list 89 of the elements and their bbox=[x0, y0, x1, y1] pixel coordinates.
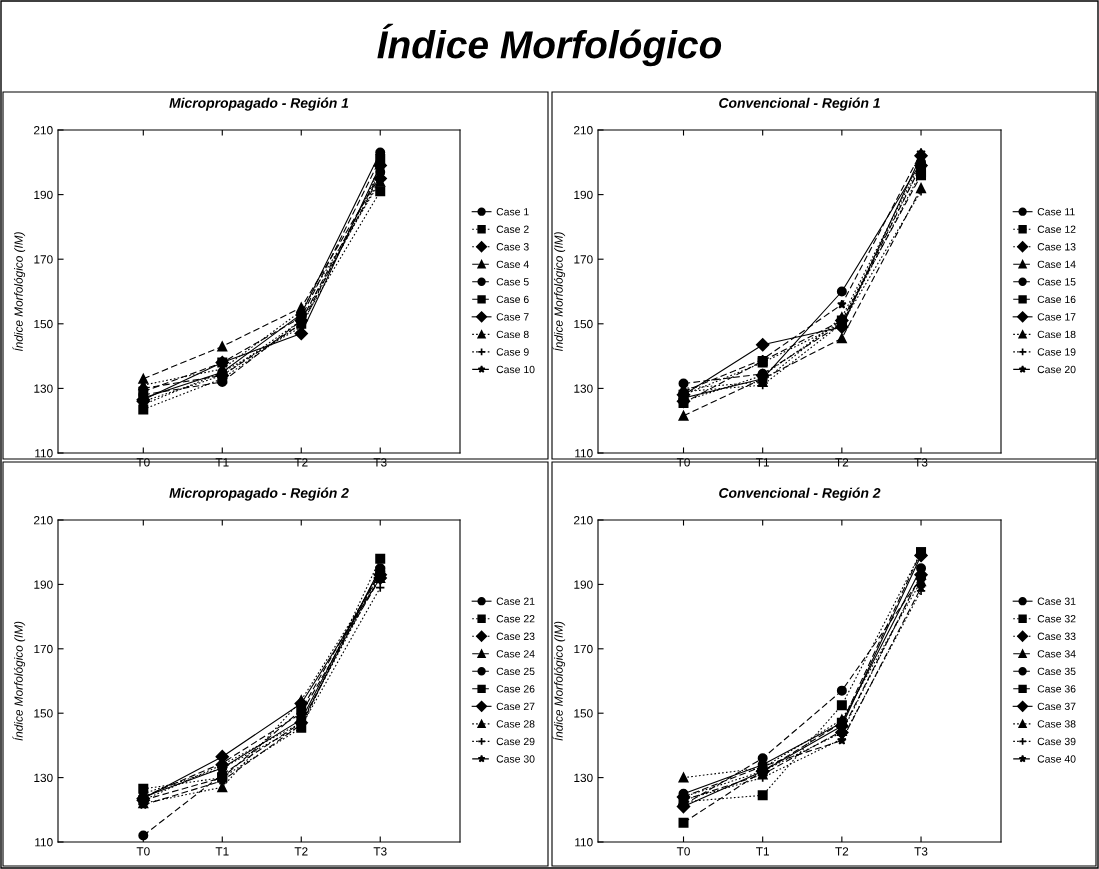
y-axis-title: Índice Morfológico (IM) bbox=[552, 621, 566, 741]
legend-label: Case 20 bbox=[1037, 365, 1076, 374]
x-tick-label: T3 bbox=[914, 847, 928, 856]
x-tick-label: T3 bbox=[373, 847, 387, 856]
x-tick-label: T0 bbox=[676, 847, 690, 856]
legend-label: Case 7 bbox=[496, 313, 529, 321]
legend-label: Case 29 bbox=[496, 737, 535, 746]
legend-label: Case 30 bbox=[496, 755, 535, 763]
legend-label: Case 26 bbox=[496, 685, 535, 693]
y-tick-label: 190 bbox=[34, 190, 53, 199]
legend-label: Case 5 bbox=[496, 278, 529, 286]
y-tick-label: 130 bbox=[574, 773, 593, 782]
legend-label: Case 23 bbox=[496, 632, 535, 640]
legend-label: Case 31 bbox=[1037, 597, 1076, 605]
legend-label: Case 27 bbox=[496, 702, 535, 711]
y-tick-label: 170 bbox=[574, 255, 593, 264]
legend-label: Case 37 bbox=[1037, 702, 1076, 711]
chart-title: Micropropagado - Región 2 bbox=[169, 487, 349, 501]
legend-label: Case 14 bbox=[1037, 260, 1076, 269]
x-tick-label: T2 bbox=[835, 458, 849, 467]
y-tick-label: 110 bbox=[35, 449, 53, 458]
y-tick-label: 170 bbox=[574, 644, 593, 654]
y-tick-label: 150 bbox=[574, 709, 593, 718]
legend-label: Case 11 bbox=[1037, 208, 1075, 216]
y-tick-label: 210 bbox=[34, 126, 53, 135]
legend-label: Case 9 bbox=[496, 348, 529, 356]
legend-label: Case 4 bbox=[496, 260, 529, 269]
x-tick-label: T1 bbox=[756, 458, 769, 467]
legend-label: Case 3 bbox=[496, 243, 529, 251]
chart-title: Convencional - Región 1 bbox=[719, 97, 880, 111]
x-tick-label: T2 bbox=[294, 458, 308, 467]
y-tick-label: 150 bbox=[34, 709, 53, 718]
y-tick-label: 170 bbox=[34, 644, 53, 654]
y-tick-label: 210 bbox=[574, 126, 593, 135]
y-tick-label: 190 bbox=[34, 580, 53, 589]
legend-label: Case 19 bbox=[1037, 348, 1076, 356]
legend-label: Case 12 bbox=[1037, 225, 1076, 233]
legend-label: Case 18 bbox=[1037, 330, 1076, 339]
chart-title: Convencional - Región 2 bbox=[719, 487, 881, 501]
x-tick-label: T3 bbox=[914, 458, 928, 467]
legend-label: Case 33 bbox=[1037, 632, 1076, 640]
y-axis-title: Índice Morfológico (IM) bbox=[12, 232, 26, 352]
y-tick-label: 150 bbox=[34, 319, 53, 329]
legend-label: Case 25 bbox=[496, 667, 535, 676]
y-tick-label: 110 bbox=[575, 838, 593, 847]
legend-label: Case 38 bbox=[1037, 720, 1076, 728]
y-axis-title: Índice Morfológico (IM) bbox=[552, 232, 566, 352]
x-tick-label: T1 bbox=[215, 847, 229, 856]
y-tick-label: 170 bbox=[34, 255, 53, 264]
legend-label: Case 1 bbox=[496, 208, 529, 216]
y-tick-label: 190 bbox=[574, 190, 593, 199]
legend-label: Case 22 bbox=[496, 615, 535, 623]
x-tick-label: T1 bbox=[756, 847, 769, 856]
y-tick-label: 150 bbox=[574, 319, 593, 329]
y-tick-label: 210 bbox=[574, 516, 593, 525]
legend-label: Case 10 bbox=[496, 365, 535, 374]
legend-label: Case 15 bbox=[1037, 278, 1076, 286]
y-tick-label: 210 bbox=[34, 516, 53, 525]
x-tick-label: T3 bbox=[373, 458, 387, 467]
legend-label: Case 21 bbox=[496, 597, 535, 605]
legend-label: Case 17 bbox=[1037, 313, 1076, 321]
legend-label: Case 40 bbox=[1037, 755, 1076, 763]
legend-label: Case 8 bbox=[496, 330, 529, 339]
x-tick-label: T0 bbox=[676, 458, 690, 467]
legend-label: Case 6 bbox=[496, 295, 529, 304]
x-tick-label: T0 bbox=[136, 458, 150, 467]
x-tick-label: T0 bbox=[136, 847, 150, 856]
legend-label: Case 28 bbox=[496, 720, 535, 728]
legend-label: Case 24 bbox=[496, 650, 535, 658]
y-tick-label: 130 bbox=[574, 384, 593, 393]
x-tick-label: T2 bbox=[294, 847, 308, 856]
legend-label: Case 13 bbox=[1037, 243, 1076, 251]
legend-label: Case 39 bbox=[1037, 737, 1076, 746]
y-axis-title: Índice Morfológico (IM) bbox=[12, 621, 26, 741]
x-tick-label: T2 bbox=[835, 847, 849, 856]
legend-label: Case 34 bbox=[1037, 650, 1076, 658]
legend-label: Case 16 bbox=[1037, 295, 1076, 304]
y-tick-label: 130 bbox=[34, 773, 53, 782]
legend-label: Case 35 bbox=[1037, 667, 1076, 676]
legend-label: Case 2 bbox=[496, 225, 529, 233]
legend-label: Case 36 bbox=[1037, 685, 1076, 693]
y-tick-label: 190 bbox=[574, 580, 593, 589]
x-tick-label: T1 bbox=[215, 458, 229, 467]
chart-title: Micropropagado - Región 1 bbox=[169, 97, 349, 111]
legend-label: Case 32 bbox=[1037, 615, 1076, 623]
y-tick-label: 110 bbox=[575, 449, 593, 458]
y-tick-label: 130 bbox=[34, 384, 53, 393]
y-tick-label: 110 bbox=[35, 838, 53, 847]
text: Índice Morfológico bbox=[377, 23, 722, 67]
